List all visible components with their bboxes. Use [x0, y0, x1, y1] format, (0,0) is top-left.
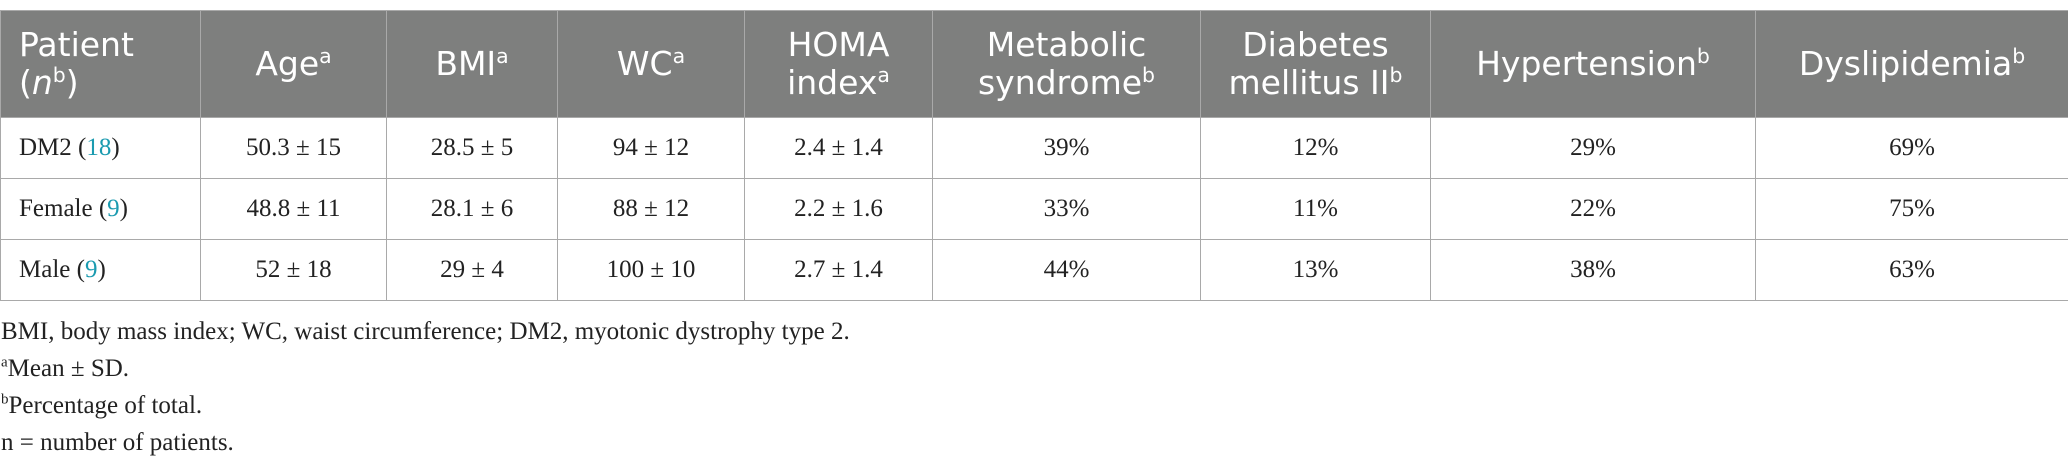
- table-cell: 38%: [1430, 239, 1756, 301]
- row-label: Male (9): [0, 239, 201, 301]
- footnote-a: aMean ± SD.: [1, 354, 130, 382]
- table-cell: 50.3 ± 15: [200, 117, 387, 179]
- table-cell: 33%: [932, 178, 1201, 240]
- table-cell: 94 ± 12: [557, 117, 745, 179]
- table-cell: 12%: [1200, 117, 1431, 179]
- header-metabolic-syndrome: Metabolic syndromeb: [932, 10, 1201, 118]
- patient-count-link[interactable]: 9: [84, 256, 98, 283]
- table-cell: 13%: [1200, 239, 1431, 301]
- table-row: DM2 (18) 50.3 ± 15 28.5 ± 5 94 ± 12 2.4 …: [0, 117, 2068, 179]
- table-row: Female (9) 48.8 ± 11 28.1 ± 6 88 ± 12 2.…: [0, 178, 2068, 240]
- header-diabetes-mellitus: Diabetes mellitus IIb: [1200, 10, 1431, 118]
- header-dyslipidemia: Dyslipidemiab: [1755, 10, 2068, 118]
- table-cell: 52 ± 18: [200, 239, 387, 301]
- table-footnotes: BMI, body mass index; WC, waist circumfe…: [1, 313, 850, 461]
- table-row: Male (9) 52 ± 18 29 ± 4 100 ± 10 2.7 ± 1…: [0, 239, 2068, 301]
- header-wc: WCa: [557, 10, 745, 118]
- patient-count-link[interactable]: 9: [107, 195, 120, 222]
- table-cell: 44%: [932, 239, 1201, 301]
- header-age: Agea: [200, 10, 387, 118]
- header-row: Patient (nb) Agea BMIa WCa HOMA indexa M…: [0, 10, 2068, 118]
- table-cell: 39%: [932, 117, 1201, 179]
- table-cell: 69%: [1755, 117, 2068, 179]
- row-label: DM2 (18): [0, 117, 201, 179]
- table-cell: 2.2 ± 1.6: [744, 178, 933, 240]
- table-cell: 48.8 ± 11: [200, 178, 387, 240]
- footnote-b: bPercentage of total.: [1, 391, 203, 419]
- header-bmi: BMIa: [386, 10, 558, 118]
- table-cell: 75%: [1755, 178, 2068, 240]
- table-cell: 2.4 ± 1.4: [744, 117, 933, 179]
- table-cell: 28.5 ± 5: [386, 117, 558, 179]
- footnote-n: n = number of patients.: [1, 429, 234, 456]
- row-label: Female (9): [0, 178, 201, 240]
- table-cell: 2.7 ± 1.4: [744, 239, 933, 301]
- table-cell: 28.1 ± 6: [386, 178, 558, 240]
- table-cell: 88 ± 12: [557, 178, 745, 240]
- table-cell: 29 ± 4: [386, 239, 558, 301]
- table-cell: 63%: [1755, 239, 2068, 301]
- patient-characteristics-table: Patient (nb) Agea BMIa WCa HOMA indexa M…: [0, 10, 2068, 301]
- patient-count-link[interactable]: 18: [86, 134, 112, 161]
- table-cell: 11%: [1200, 178, 1431, 240]
- abbreviations-note: BMI, body mass index; WC, waist circumfe…: [1, 318, 850, 345]
- header-hypertension: Hypertensionb: [1430, 10, 1756, 118]
- table-cell: 100 ± 10: [557, 239, 745, 301]
- header-homa-index: HOMA indexa: [744, 10, 933, 118]
- table-cell: 29%: [1430, 117, 1756, 179]
- table-cell: 22%: [1430, 178, 1756, 240]
- header-patient: Patient (nb): [0, 10, 201, 118]
